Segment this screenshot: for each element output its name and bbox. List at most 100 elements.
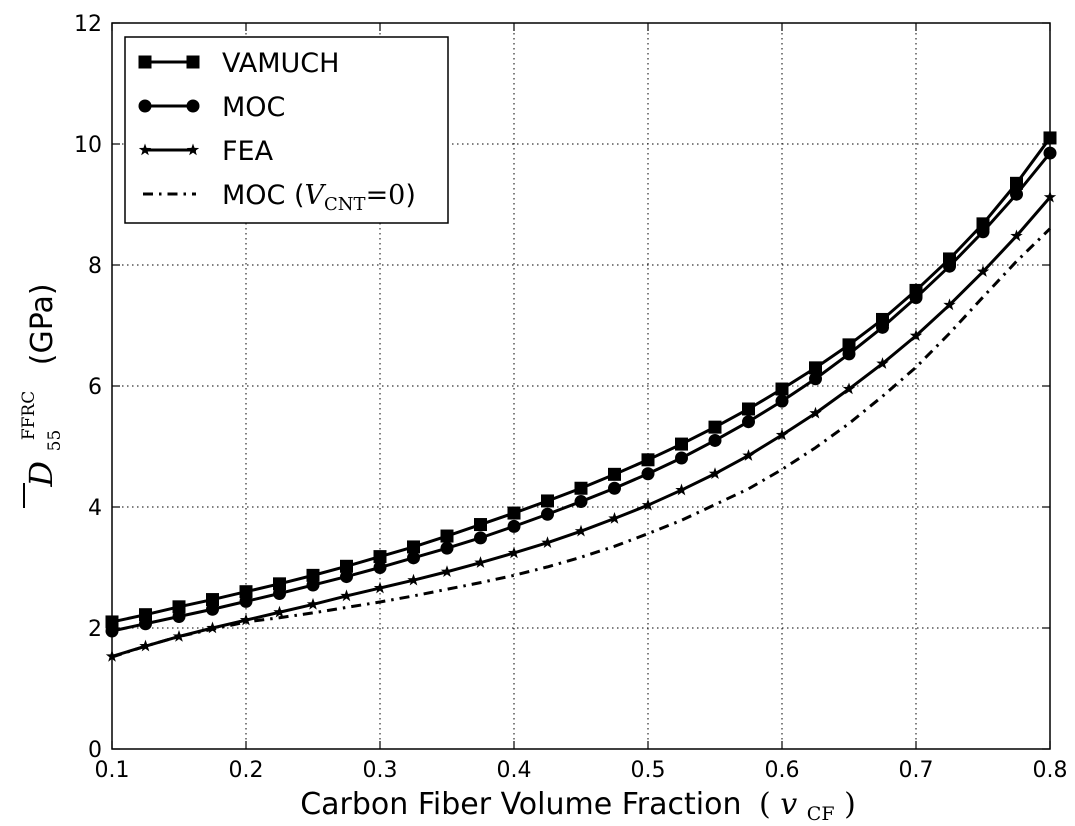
data-point-circle — [943, 259, 956, 273]
svg-text:D 55 FFRC: D 55 FFRC (GPa) — [7, 283, 68, 487]
data-point-circle — [775, 394, 789, 408]
y-axis-superscript: FFRC — [19, 391, 39, 440]
data-point-square — [340, 559, 353, 573]
data-point-circle — [273, 587, 286, 601]
x-axis-label-open: ( — [759, 787, 771, 822]
series-layer — [105, 131, 1057, 662]
series-2 — [105, 190, 1057, 662]
x-tick-label: 0.8 — [1033, 758, 1068, 783]
data-point-square — [809, 361, 822, 375]
data-point-star — [239, 613, 253, 626]
data-point-circle — [172, 610, 186, 624]
x-tick-label: 0.7 — [899, 758, 934, 783]
data-point-square — [675, 437, 688, 451]
data-point-square — [139, 608, 152, 622]
data-point-circle — [976, 225, 990, 239]
x-tick-label: 0.4 — [497, 758, 532, 783]
data-point-star — [775, 428, 789, 441]
data-point-circle — [842, 347, 856, 361]
data-point-circle — [876, 320, 889, 334]
y-tick-label: 12 — [74, 12, 102, 37]
data-point-circle — [641, 467, 655, 481]
data-point-star — [172, 629, 186, 642]
legend-entry: MOC — [138, 92, 285, 123]
data-point-circle — [407, 551, 420, 565]
data-point-circle — [340, 570, 353, 584]
x-tick-label: 0.5 — [631, 758, 666, 783]
series-line — [111, 152, 1052, 633]
data-point-star — [876, 357, 889, 369]
data-point-circle — [742, 415, 755, 429]
data-point-circle — [708, 433, 722, 447]
y-tick-label: 10 — [74, 133, 102, 158]
data-point-star — [186, 143, 200, 156]
data-point-square — [407, 540, 420, 554]
series-3 — [111, 227, 1052, 659]
data-point-square — [1010, 176, 1023, 190]
data-point-star — [206, 621, 219, 634]
data-point-circle — [186, 99, 200, 113]
x-axis-label-sub: CF — [807, 803, 835, 825]
data-point-square — [708, 420, 722, 434]
legend-label: VAMUCH — [222, 48, 339, 79]
data-point-star — [541, 536, 554, 548]
data-point-star — [909, 329, 923, 342]
data-point-star — [943, 298, 956, 311]
x-tick-label: 0.6 — [765, 758, 800, 783]
series-line — [111, 227, 1052, 659]
data-point-circle — [675, 451, 688, 465]
legend-entry: MOC (VCNT=0) — [143, 180, 416, 215]
data-point-star — [440, 565, 454, 577]
data-point-circle — [139, 617, 152, 631]
x-tick-label: 0.2 — [229, 758, 264, 783]
legend-label: MOC — [222, 92, 285, 123]
data-point-circle — [909, 291, 923, 305]
data-point-square — [138, 55, 152, 69]
x-axis-label: Carbon Fiber Volume Fraction ( v CF ) — [300, 787, 856, 826]
y-axis-symbol: D — [22, 461, 60, 488]
y-tick-label: 8 — [88, 254, 102, 279]
data-point-square — [641, 453, 655, 467]
x-axis-label-close: ) — [844, 787, 856, 822]
data-point-square — [373, 550, 387, 564]
y-tick-label: 4 — [88, 496, 102, 521]
x-axis-label-text: Carbon Fiber Volume Fraction — [300, 787, 741, 822]
y-tick-label: 2 — [88, 617, 102, 642]
data-point-square — [574, 481, 588, 495]
ticks: 0.1 0.2 0.3 0.4 0.5 0.6 0.7 0.8 0 2 4 6 8 10 12 — [74, 12, 1068, 783]
data-point-circle — [239, 594, 253, 608]
data-point-square — [742, 402, 755, 416]
data-point-star — [842, 382, 856, 395]
data-point-square — [507, 506, 521, 520]
data-point-circle — [138, 99, 152, 113]
legend-box — [124, 36, 449, 224]
data-point-square — [306, 568, 320, 582]
series-0 — [105, 131, 1057, 629]
data-point-star — [976, 265, 990, 277]
data-point-circle — [608, 481, 621, 495]
data-point-circle — [809, 372, 822, 386]
data-point-star — [507, 546, 521, 559]
data-point-star — [675, 483, 688, 496]
series-line — [111, 196, 1052, 658]
legend: VAMUCH MOC FEA MOC (VCNT=0) — [124, 36, 449, 224]
y-tick-label: 6 — [88, 375, 102, 400]
data-point-star — [139, 639, 152, 652]
y-tick-label: 0 — [88, 738, 102, 763]
data-point-star — [340, 589, 353, 602]
data-point-square — [775, 382, 789, 396]
x-axis-label-var: v — [780, 787, 797, 822]
y-axis-unit: (GPa) — [25, 283, 60, 365]
data-point-circle — [541, 507, 554, 521]
series-1 — [105, 146, 1057, 638]
data-point-circle — [1010, 187, 1023, 201]
y-axis-subscript: 55 — [45, 430, 65, 452]
x-tick-label: 0.1 — [95, 758, 130, 783]
data-point-star — [742, 449, 755, 461]
data-point-square — [842, 338, 856, 352]
data-point-circle — [206, 602, 219, 616]
data-point-star — [138, 143, 152, 156]
data-point-star — [273, 605, 286, 618]
